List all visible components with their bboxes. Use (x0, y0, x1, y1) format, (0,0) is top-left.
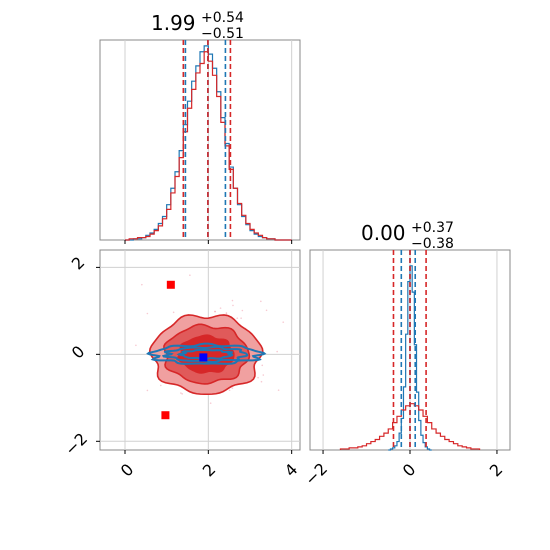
marker-0 (166, 280, 175, 289)
scatter-point (189, 274, 191, 277)
scatter-point (146, 389, 149, 392)
histogram-series-0 (125, 45, 292, 241)
tick-label-rx-neg2: −2 (301, 459, 331, 489)
joint-x-tick-labels: 0 2 4 (117, 460, 302, 481)
scatter-point (135, 344, 137, 347)
tick-label-x-4: 4 (281, 460, 302, 481)
tick-label-y-2: 2 (68, 253, 89, 274)
blue-contour-0 (146, 342, 267, 365)
title-x-plus: +0.54 (201, 10, 244, 26)
title-y: 0.00 +0.37 −0.38 (361, 220, 454, 252)
scatter-point (159, 384, 162, 387)
scatter-point (141, 283, 143, 286)
title-x-minus: −0.51 (201, 26, 244, 42)
scatter-point (276, 350, 278, 353)
scatter-point (231, 299, 234, 302)
scatter-point (146, 312, 149, 315)
marker-2 (199, 353, 208, 362)
scatter-point (260, 380, 263, 383)
tick-label-rx-0: 0 (399, 460, 420, 481)
title-x-value: 1.99 (151, 11, 196, 35)
scatter-point (219, 307, 222, 309)
scatter-point (172, 311, 175, 314)
title-y-minus: −0.38 (411, 236, 454, 252)
tick-label-x-0: 0 (117, 460, 138, 481)
histogram-series-1 (125, 51, 292, 241)
scatter-point (240, 317, 242, 319)
scatter-point (262, 374, 265, 376)
scatter-point (225, 312, 228, 314)
histogram-y-series-0 (388, 265, 432, 451)
joint-y-tick-labels: 2 0 −2 (61, 253, 91, 459)
scatter-point (241, 309, 244, 312)
scatter-point (265, 309, 268, 312)
right-x-tick-labels: −2 0 2 (301, 459, 506, 489)
scatter-point (214, 310, 216, 313)
tick-label-x-2: 2 (199, 460, 220, 481)
marker-1 (161, 411, 170, 420)
scatter-point (232, 304, 234, 307)
scatter-point (260, 300, 262, 303)
blue-contour-2 (176, 348, 234, 361)
title-y-plus: +0.37 (411, 220, 454, 236)
histogram-x-panel (99, 39, 301, 244)
scatter-point (209, 402, 212, 404)
scatter-point (257, 376, 259, 379)
scatter-point (261, 364, 264, 367)
title-x: 1.99 +0.54 −0.51 (151, 10, 244, 42)
joint-contour-panel (96, 249, 301, 454)
scatter-point (231, 387, 234, 389)
tick-label-rx-2: 2 (486, 460, 507, 481)
tick-label-y-neg2: −2 (61, 429, 91, 459)
scatter-point (236, 317, 239, 319)
scatter-point (181, 393, 183, 395)
scatter-point (282, 321, 285, 323)
tick-label-y-0: 0 (68, 342, 89, 363)
title-y-value: 0.00 (361, 221, 406, 245)
scatter-point (277, 389, 280, 391)
scatter-point (228, 389, 231, 392)
blue-contour-1 (161, 345, 249, 363)
scatter-point (180, 392, 182, 394)
histogram-y-panel (309, 249, 511, 454)
